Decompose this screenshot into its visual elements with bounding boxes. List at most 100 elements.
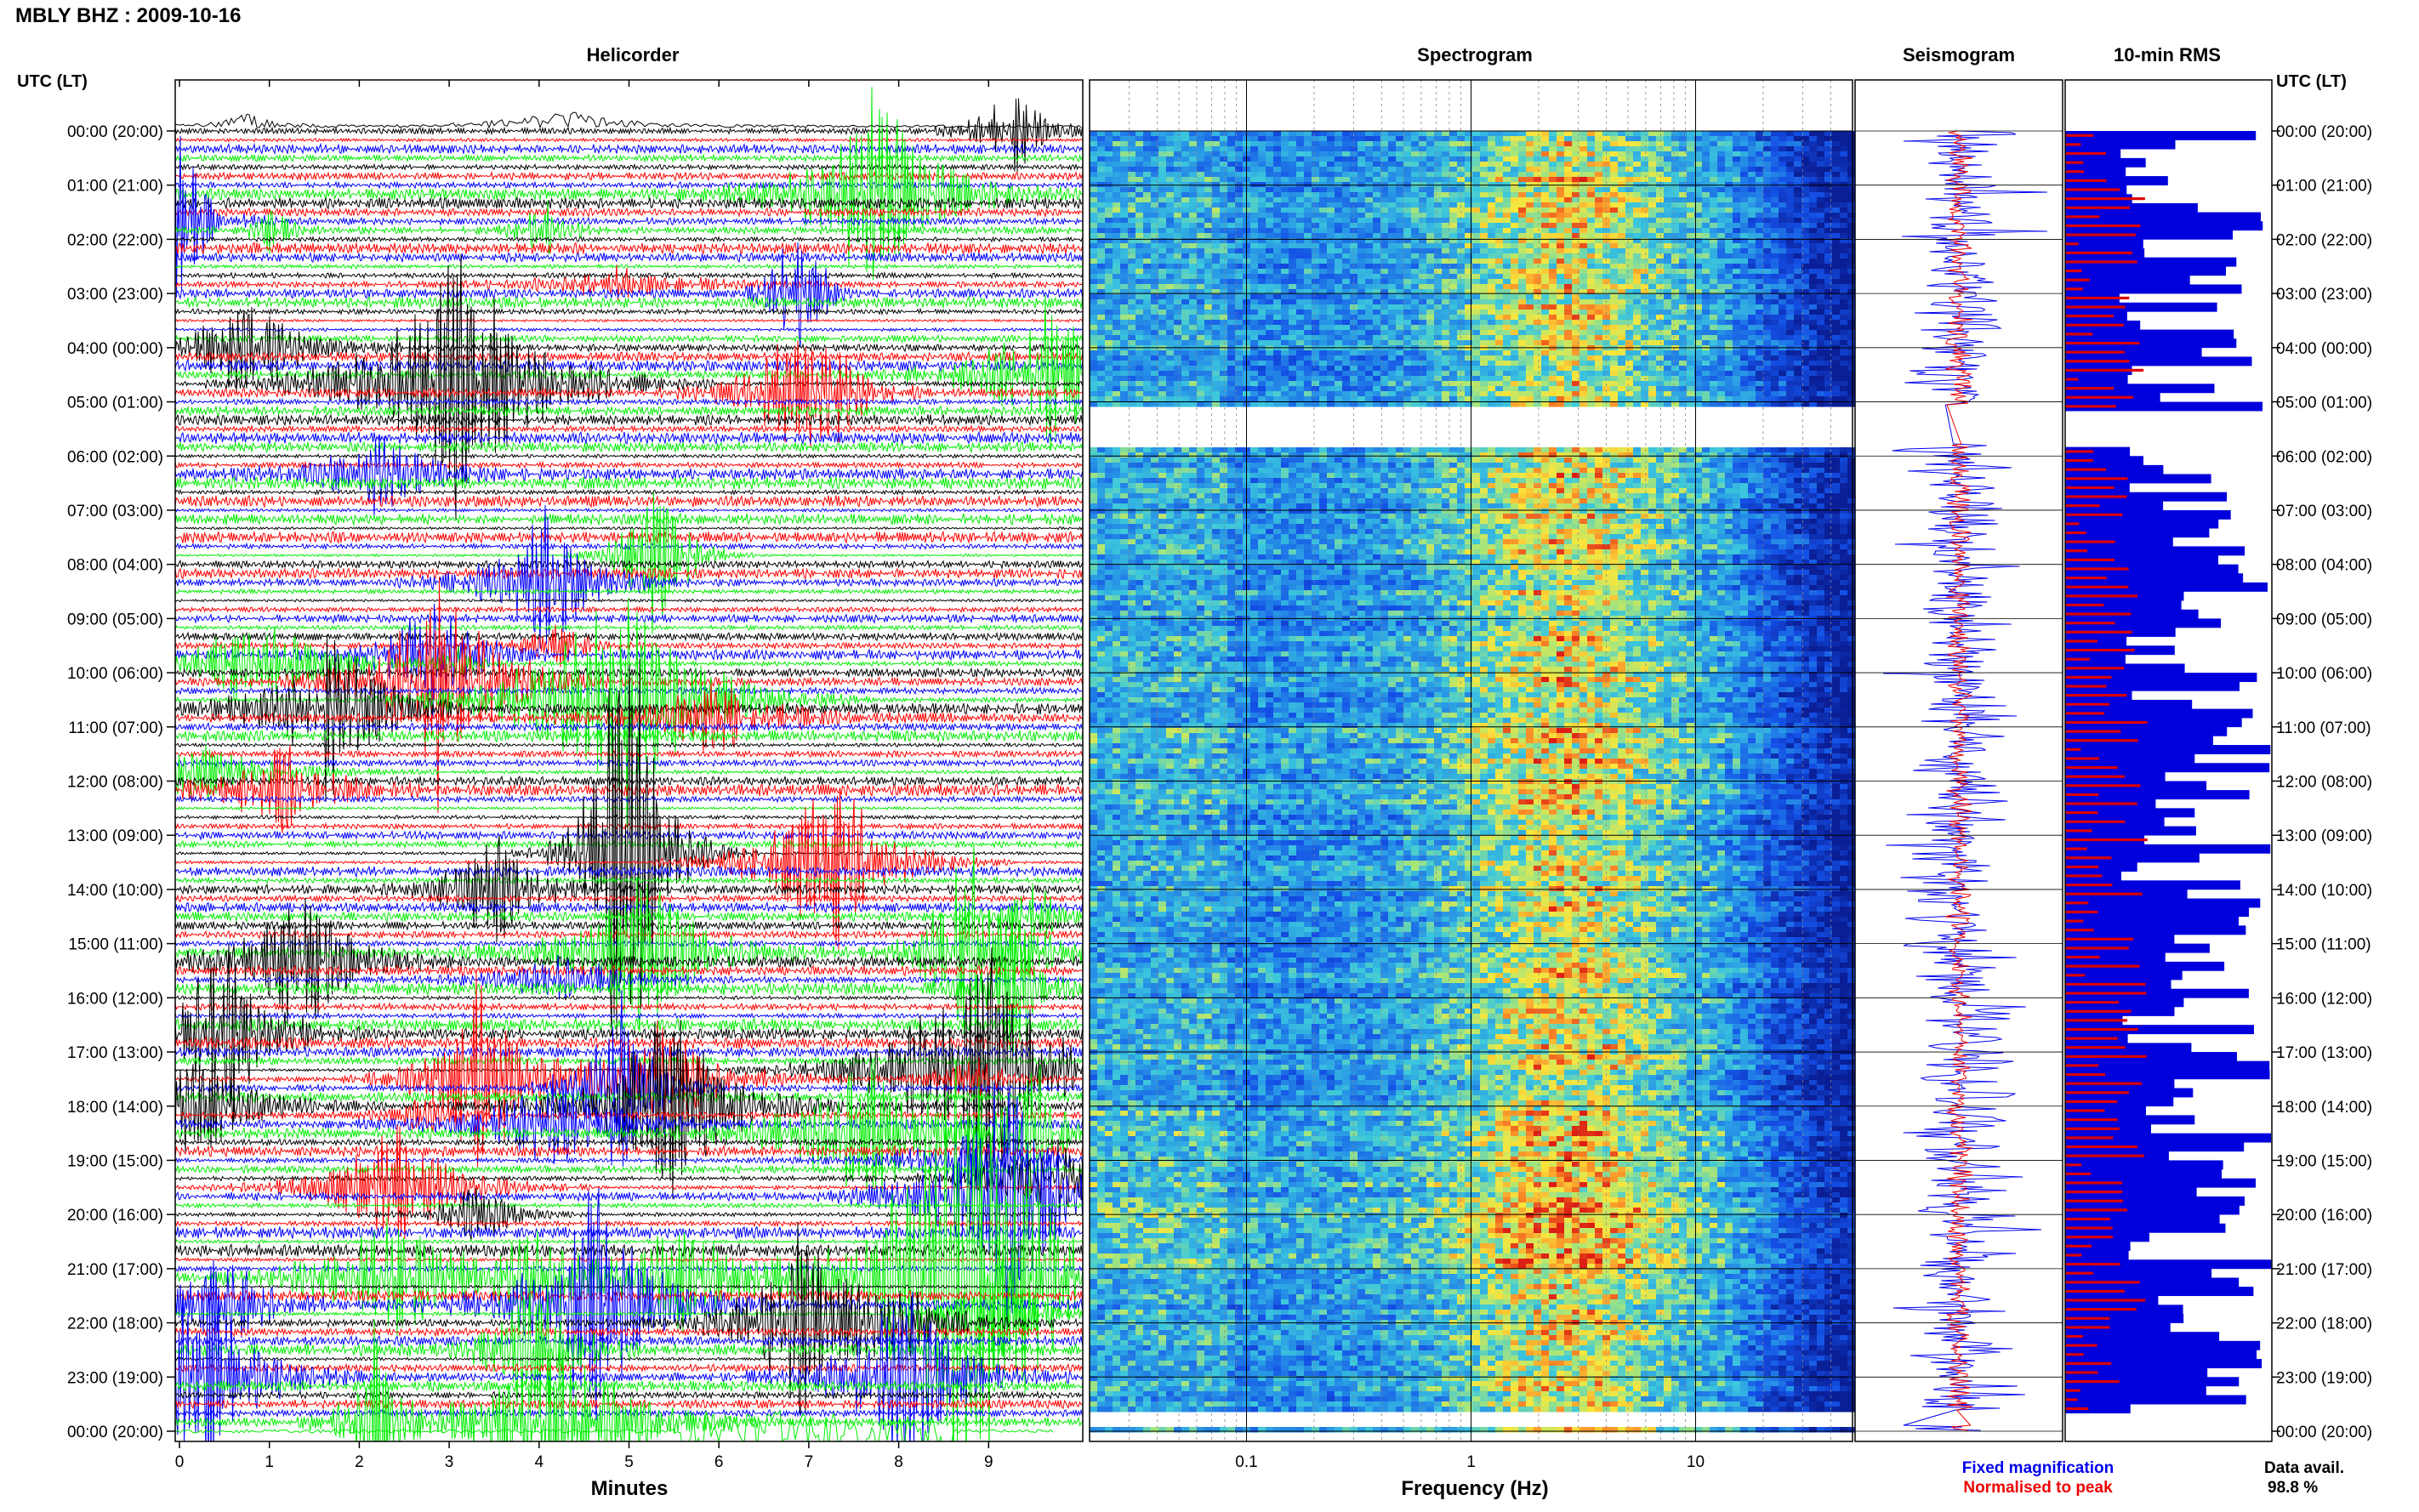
spectrogram-cell — [1281, 299, 1289, 305]
spectrogram-cell — [1220, 299, 1228, 305]
spectrogram-cell — [1717, 156, 1726, 162]
helicorder-title: Helicorder — [587, 44, 680, 65]
spectrogram-cell — [1312, 197, 1320, 203]
spectrogram-cell — [1740, 340, 1749, 346]
spectrogram-cell — [1495, 167, 1504, 173]
spectrogram-cell — [1189, 223, 1198, 229]
spectrogram-cell — [1595, 136, 1603, 142]
spectrogram-cell — [1220, 366, 1228, 372]
spectrogram-cell — [1136, 167, 1144, 173]
spectrogram-cell — [1809, 228, 1818, 234]
spectrogram-cell — [1105, 213, 1113, 219]
spectrogram-cell — [1488, 361, 1496, 367]
spectrogram-cell — [1465, 248, 1473, 254]
spectrogram-cell — [1204, 131, 1213, 137]
spectrogram-cell — [1373, 136, 1381, 142]
spectrogram-cell — [1679, 264, 1688, 270]
spectrogram-cell — [1151, 361, 1159, 367]
spectrogram-cell — [1618, 156, 1626, 162]
spectrogram-cell — [1396, 284, 1404, 290]
spectrogram-cell — [1710, 274, 1718, 280]
spectrogram-cell — [1189, 264, 1198, 270]
spectrogram-cell — [1503, 335, 1511, 341]
spectrogram-cell — [1266, 151, 1274, 157]
spectrogram-cell — [1373, 361, 1381, 367]
spectrogram-cell — [1120, 269, 1129, 275]
spectrogram-cell — [1679, 248, 1688, 254]
spectrogram-cell — [1365, 197, 1374, 203]
spectrogram-cell — [1557, 253, 1565, 259]
spectrogram-cell — [1725, 315, 1733, 321]
spectrogram-cell — [1648, 350, 1657, 356]
spectrogram-cell — [1786, 350, 1795, 356]
spectrogram-cell — [1312, 320, 1320, 326]
spectrogram-cell — [1756, 320, 1764, 326]
spectrogram-cell — [1403, 167, 1412, 173]
spectrogram-cell — [1610, 269, 1619, 275]
spectrogram-cell — [1541, 284, 1550, 290]
spectrogram-cell — [1289, 177, 1297, 183]
spectrogram-cell — [1610, 335, 1619, 341]
spectrogram-cell — [1733, 299, 1741, 305]
spectrogram-cell — [1403, 355, 1412, 361]
spectrogram-cell — [1388, 187, 1397, 193]
spectrogram-cell — [1664, 294, 1672, 300]
spectrogram-cell — [1289, 330, 1297, 336]
spectrogram-cell — [1403, 259, 1412, 264]
spectrogram-cell — [1748, 202, 1756, 208]
spectrogram-cell — [1097, 340, 1106, 346]
spectrogram-cell — [1266, 310, 1274, 315]
spectrogram-cell — [1220, 177, 1228, 183]
spectrogram-cell — [1189, 284, 1198, 290]
spectrogram-cell — [1174, 330, 1182, 336]
spectrogram-cell — [1411, 335, 1420, 341]
spectrogram-cell — [1832, 366, 1841, 372]
spectrogram-cell — [1388, 366, 1397, 372]
spectrogram-cell — [1113, 279, 1121, 285]
spectrogram-cell — [1564, 315, 1573, 321]
spectrogram-cell — [1296, 279, 1305, 285]
spectrogram-cell — [1289, 310, 1297, 315]
spectrogram-cell — [1342, 320, 1351, 326]
spectrogram-cell — [1687, 131, 1695, 137]
spectrogram-cell — [1227, 156, 1236, 162]
spectrogram-cell — [1763, 355, 1772, 361]
spectrogram-cell — [1357, 310, 1366, 315]
spectrogram-cell — [1273, 177, 1282, 183]
spectrogram-cell — [1786, 172, 1795, 178]
spectrogram-cell — [1120, 284, 1129, 290]
spectrogram-cell — [1120, 310, 1129, 315]
spectrogram-cell — [1465, 202, 1473, 208]
spectrogram-cell — [1748, 320, 1756, 326]
spectrogram-cell — [1625, 131, 1634, 137]
spectrogram-cell — [1105, 187, 1113, 193]
spectrogram-cell — [1832, 350, 1841, 356]
spectrogram-cell — [1748, 259, 1756, 264]
spectrogram-cell — [1151, 264, 1159, 270]
spectrogram-cell — [1220, 192, 1228, 198]
spectrogram-cell — [1197, 284, 1205, 290]
spectrogram-cell — [1610, 279, 1619, 285]
spectrogram-cell — [1266, 248, 1274, 254]
spectrogram-cell — [1763, 192, 1772, 198]
spectrogram-cell — [1779, 269, 1787, 275]
spectrogram-cell — [1618, 253, 1626, 259]
spectrogram-cell — [1480, 233, 1488, 239]
spectrogram-cell — [1090, 248, 1098, 254]
spectrogram-cell — [1097, 284, 1106, 290]
spectrogram-cell — [1511, 299, 1519, 305]
spectrogram-cell — [1748, 172, 1756, 178]
spectrogram-cell — [1136, 192, 1144, 198]
spectrogram-cell — [1572, 299, 1580, 305]
spectrogram-cell — [1090, 279, 1098, 285]
spectrogram-cell — [1671, 207, 1680, 213]
spectrogram-cell — [1679, 355, 1688, 361]
spectrogram-cell — [1090, 172, 1098, 178]
spectrogram-cell — [1756, 218, 1764, 224]
spectrogram-cell — [1687, 320, 1695, 326]
spectrogram-cell — [1549, 325, 1557, 331]
spectrogram-cell — [1273, 361, 1282, 367]
spectrogram-cell — [1151, 310, 1159, 315]
spectrogram-cell — [1832, 248, 1841, 254]
spectrogram-cell — [1840, 274, 1848, 280]
